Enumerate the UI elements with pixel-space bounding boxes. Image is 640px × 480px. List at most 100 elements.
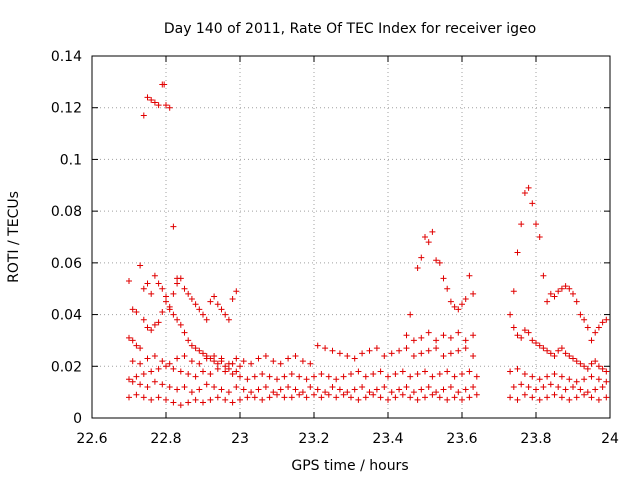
- data-point: [540, 383, 547, 390]
- data-point: [440, 275, 447, 282]
- data-point: [529, 200, 536, 207]
- data-point: [521, 190, 528, 197]
- data-point: [137, 360, 144, 367]
- data-point: [429, 373, 436, 380]
- data-point: [148, 96, 155, 103]
- data-point: [126, 376, 132, 383]
- data-point: [407, 311, 414, 318]
- data-point: [440, 332, 447, 339]
- chart-title: Day 140 of 2011, Rate Of TEC Index for r…: [164, 21, 536, 37]
- data-point: [192, 301, 199, 308]
- data-point: [377, 368, 384, 375]
- data-point: [351, 386, 358, 393]
- data-point: [588, 394, 595, 401]
- data-point: [274, 391, 280, 398]
- data-point: [266, 373, 273, 380]
- data-point: [140, 112, 147, 119]
- data-point: [603, 368, 610, 375]
- data-point: [577, 360, 584, 367]
- data-point: [436, 259, 443, 266]
- data-point: [181, 285, 188, 292]
- data-point: [281, 373, 288, 380]
- data-point: [588, 360, 595, 367]
- data-point: [381, 383, 388, 390]
- data-point: [137, 381, 144, 388]
- data-point: [444, 285, 451, 292]
- data-point: [507, 311, 514, 318]
- data-point: [399, 391, 406, 398]
- data-point: [170, 223, 177, 230]
- data-point: [170, 365, 177, 372]
- data-point: [544, 394, 551, 401]
- data-point: [547, 381, 554, 388]
- data-point: [140, 371, 147, 378]
- x-tick-label: 23.2: [298, 431, 329, 447]
- data-point: [462, 296, 469, 303]
- data-point: [126, 394, 132, 401]
- data-point: [325, 391, 332, 398]
- data-point: [161, 81, 168, 88]
- data-point: [233, 288, 240, 295]
- data-point: [529, 373, 536, 380]
- x-tick-label: 24: [601, 431, 619, 447]
- data-point: [285, 355, 292, 362]
- data-point: [558, 345, 565, 352]
- data-point: [170, 290, 177, 297]
- data-point: [196, 360, 203, 367]
- data-point: [533, 386, 539, 393]
- data-point: [547, 350, 554, 357]
- data-point: [525, 329, 532, 336]
- data-point: [266, 394, 273, 401]
- data-point: [344, 389, 351, 396]
- data-point: [144, 383, 151, 390]
- data-point: [570, 355, 576, 362]
- data-point: [436, 371, 443, 378]
- data-point: [351, 355, 358, 362]
- data-point: [188, 296, 195, 303]
- data-point: [181, 383, 188, 390]
- data-point: [233, 355, 240, 362]
- data-point: [225, 389, 232, 396]
- data-point: [211, 358, 218, 365]
- data-point: [433, 337, 440, 344]
- data-point: [155, 280, 162, 287]
- x-tick-label: 23.4: [372, 431, 403, 447]
- data-point: [521, 391, 528, 398]
- y-tick-label: 0: [73, 411, 82, 427]
- data-point: [174, 355, 181, 362]
- data-point: [573, 394, 580, 401]
- data-point: [200, 311, 206, 318]
- data-point: [248, 389, 255, 396]
- data-point: [311, 391, 317, 398]
- data-point: [536, 342, 543, 349]
- data-point: [418, 350, 425, 357]
- data-point: [403, 332, 410, 339]
- data-point: [558, 373, 565, 380]
- data-point: [581, 316, 588, 323]
- data-point: [566, 396, 573, 403]
- data-point: [222, 311, 229, 318]
- data-point: [311, 373, 317, 380]
- data-point: [440, 352, 447, 359]
- y-tick-label: 0.02: [51, 359, 82, 375]
- data-point: [562, 386, 569, 393]
- data-point: [225, 360, 232, 367]
- data-point: [373, 345, 380, 352]
- data-point: [433, 345, 440, 352]
- data-point: [329, 347, 336, 354]
- data-point: [536, 234, 543, 240]
- data-point: [207, 298, 214, 305]
- data-point: [518, 221, 525, 228]
- data-point: [333, 376, 340, 383]
- data-point: [507, 368, 514, 375]
- data-point: [163, 102, 169, 109]
- data-point: [214, 394, 221, 401]
- data-point: [555, 288, 562, 295]
- data-point: [159, 381, 166, 388]
- data-point: [418, 254, 425, 261]
- data-point: [281, 394, 288, 401]
- data-point: [466, 368, 473, 375]
- data-point: [174, 386, 181, 393]
- data-point: [307, 383, 314, 390]
- data-point: [392, 371, 399, 378]
